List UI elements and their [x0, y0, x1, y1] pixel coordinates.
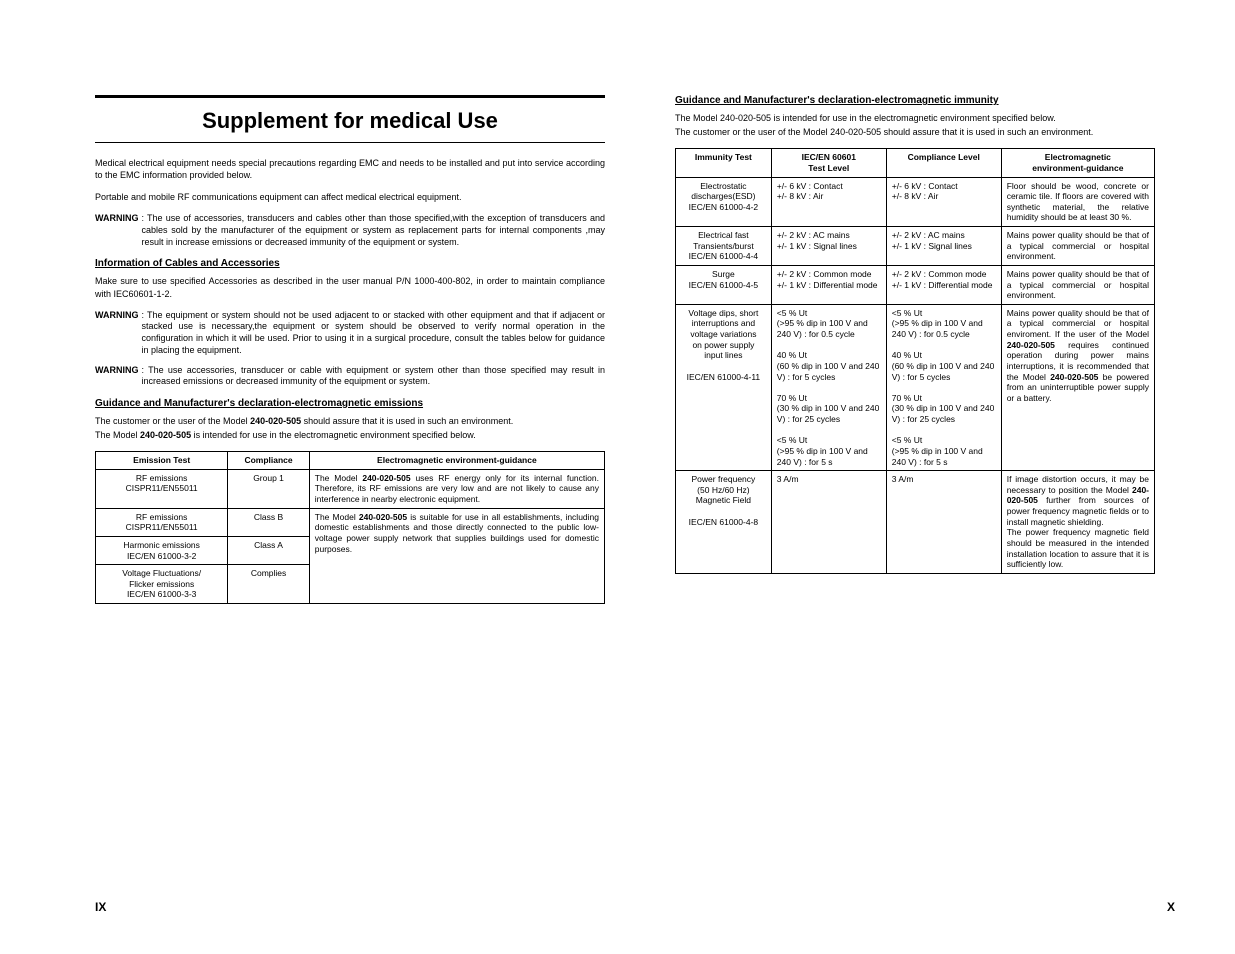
table-row: RF emissions CISPR11/EN55011 Class B The…: [96, 508, 605, 536]
warning-1: WARNING : The use of accessories, transd…: [95, 213, 605, 248]
right-page: Guidance and Manufacturer's declaration-…: [675, 95, 1155, 604]
warning-body: : The equipment or system should not be …: [142, 310, 606, 357]
page-number-right: X: [1167, 900, 1175, 914]
left-page: Supplement for medical Use Medical elect…: [95, 95, 605, 604]
warning-body: : The use of accessories, transducers an…: [142, 213, 606, 248]
th-compliance-level: Compliance Level: [886, 149, 1001, 177]
emissions-intro-1: The customer or the user of the Model 24…: [95, 415, 605, 427]
section-heading-cables: Information of Cables and Accessories: [95, 258, 605, 269]
table-row: RF emissions CISPR11/EN55011 Group 1 The…: [96, 469, 605, 508]
warning-label: WARNING: [95, 213, 139, 248]
table-row: Electrostatic discharges(ESD) IEC/EN 610…: [676, 177, 1155, 227]
emissions-intro-2: The Model 240-020-505 is intended for us…: [95, 429, 605, 441]
section-heading-immunity: Guidance and Manufacturer's declaration-…: [675, 95, 1155, 106]
table-row: Electrical fast Transients/burst IEC/EN …: [676, 227, 1155, 266]
th-immunity-test: Immunity Test: [676, 149, 772, 177]
warning-label: WARNING: [95, 365, 139, 388]
warning-label: WARNING: [95, 310, 139, 357]
table-row: Surge IEC/EN 61000-4-5 +/- 2 kV : Common…: [676, 265, 1155, 304]
warning-2: WARNING : The equipment or system should…: [95, 310, 605, 357]
th-compliance: Compliance: [228, 452, 309, 470]
immunity-table: Immunity Test IEC/EN 60601 Test Level Co…: [675, 148, 1155, 574]
th-emission-test: Emission Test: [96, 452, 228, 470]
section-heading-emissions: Guidance and Manufacturer's declaration-…: [95, 398, 605, 409]
th-env-guidance: Electromagnetic environment-guidance: [1001, 149, 1154, 177]
page-title: Supplement for medical Use: [95, 95, 605, 143]
cables-body: Make sure to use specified Accessories a…: [95, 275, 605, 299]
immunity-intro-2: The customer or the user of the Model 24…: [675, 126, 1155, 138]
table-row: Voltage dips, short interruptions and vo…: [676, 304, 1155, 470]
warning-body: : The use accessories, transducer or cab…: [142, 365, 606, 388]
intro-paragraph-2: Portable and mobile RF communications eq…: [95, 191, 605, 203]
page-number-left: IX: [95, 900, 106, 914]
th-test-level: IEC/EN 60601 Test Level: [771, 149, 886, 177]
emissions-table: Emission Test Compliance Electromagnetic…: [95, 451, 605, 604]
table-row: Power frequency (50 Hz/60 Hz) Magnetic F…: [676, 471, 1155, 574]
warning-3: WARNING : The use accessories, transduce…: [95, 365, 605, 388]
intro-paragraph-1: Medical electrical equipment needs speci…: [95, 157, 605, 181]
th-guidance: Electromagnetic environment-guidance: [309, 452, 604, 470]
immunity-intro-1: The Model 240-020-505 is intended for us…: [675, 112, 1155, 124]
